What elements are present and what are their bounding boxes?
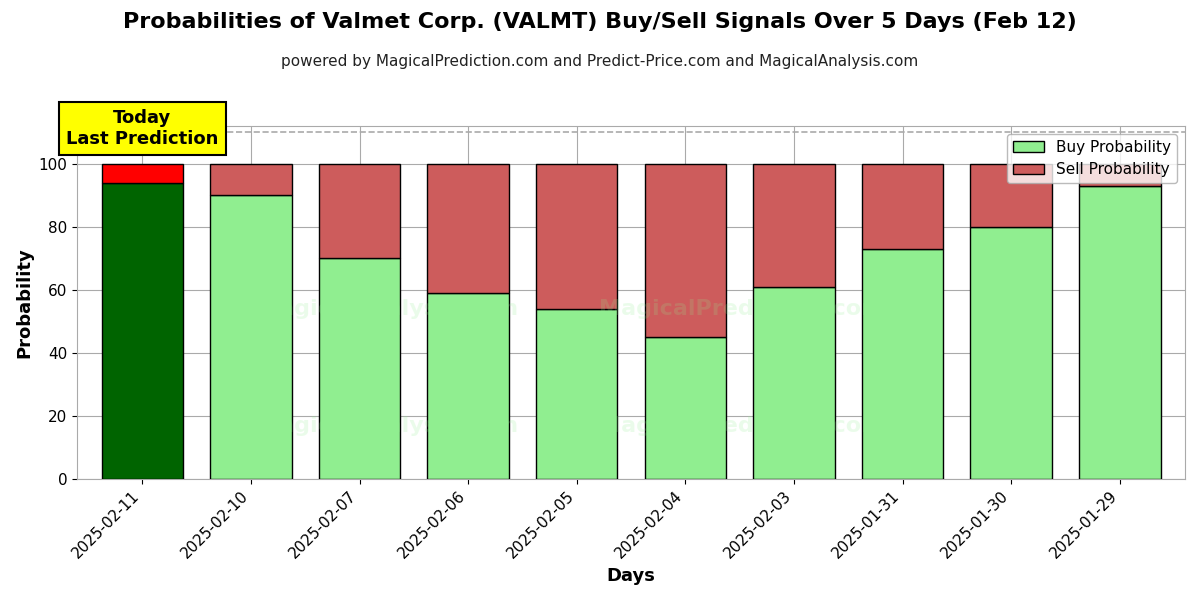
Bar — [102, 164, 184, 182]
Bar — [427, 293, 509, 479]
Text: MagicalPrediction.com: MagicalPrediction.com — [599, 299, 884, 319]
Bar — [319, 258, 401, 479]
Bar — [536, 308, 618, 479]
Bar — [427, 164, 509, 293]
Bar — [971, 227, 1052, 479]
Bar — [754, 287, 835, 479]
Bar — [319, 164, 401, 258]
Text: MagicalAnalysis.com: MagicalAnalysis.com — [257, 416, 518, 436]
Bar — [862, 249, 943, 479]
Bar — [754, 164, 835, 287]
X-axis label: Days: Days — [607, 567, 655, 585]
Text: MagicalPrediction.com: MagicalPrediction.com — [599, 416, 884, 436]
Text: MagicalAnalysis.com: MagicalAnalysis.com — [257, 299, 518, 319]
Bar — [862, 164, 943, 249]
Bar — [644, 337, 726, 479]
Bar — [102, 182, 184, 479]
Bar — [971, 164, 1052, 227]
Text: Probabilities of Valmet Corp. (VALMT) Buy/Sell Signals Over 5 Days (Feb 12): Probabilities of Valmet Corp. (VALMT) Bu… — [124, 12, 1076, 32]
Bar — [644, 164, 726, 337]
Text: powered by MagicalPrediction.com and Predict-Price.com and MagicalAnalysis.com: powered by MagicalPrediction.com and Pre… — [281, 54, 919, 69]
Y-axis label: Probability: Probability — [14, 247, 32, 358]
Bar — [210, 164, 292, 195]
Bar — [1079, 186, 1160, 479]
Bar — [536, 164, 618, 308]
Bar — [210, 195, 292, 479]
Legend: Buy Probability, Sell Probability: Buy Probability, Sell Probability — [1007, 134, 1177, 184]
Bar — [1079, 164, 1160, 186]
Text: Today
Last Prediction: Today Last Prediction — [66, 109, 218, 148]
